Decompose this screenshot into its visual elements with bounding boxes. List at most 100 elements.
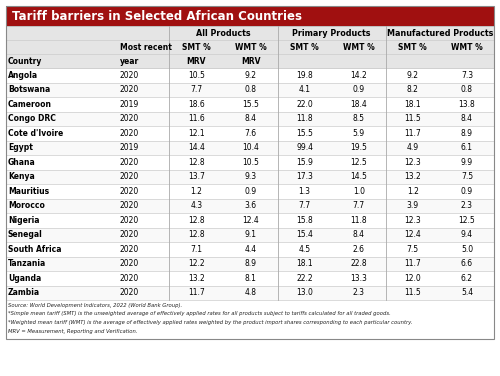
Bar bbox=[6, 227, 494, 242]
Text: WMT %: WMT % bbox=[451, 42, 483, 52]
Text: 2020: 2020 bbox=[120, 216, 139, 225]
Bar bbox=[6, 141, 494, 155]
Bar bbox=[6, 97, 494, 112]
Text: 15.5: 15.5 bbox=[242, 100, 259, 109]
Text: 2020: 2020 bbox=[120, 71, 139, 80]
Bar bbox=[6, 256, 494, 271]
Text: 9.9: 9.9 bbox=[461, 158, 473, 167]
Bar bbox=[6, 6, 494, 339]
Text: 15.9: 15.9 bbox=[296, 158, 313, 167]
Text: 2.3: 2.3 bbox=[353, 288, 365, 297]
Text: 5.4: 5.4 bbox=[461, 288, 473, 297]
Text: Uganda: Uganda bbox=[8, 274, 41, 283]
Text: 1.0: 1.0 bbox=[353, 187, 365, 196]
Text: 9.1: 9.1 bbox=[244, 230, 256, 239]
Text: 11.8: 11.8 bbox=[350, 216, 367, 225]
Text: 4.1: 4.1 bbox=[298, 85, 310, 94]
Text: MRV: MRV bbox=[241, 56, 260, 65]
Bar bbox=[6, 126, 494, 141]
Text: 12.8: 12.8 bbox=[188, 158, 205, 167]
Text: 11.5: 11.5 bbox=[404, 114, 421, 123]
Text: 0.9: 0.9 bbox=[461, 187, 473, 196]
Text: Tariff barriers in Selected African Countries: Tariff barriers in Selected African Coun… bbox=[12, 9, 302, 23]
Text: 10.5: 10.5 bbox=[188, 71, 205, 80]
Text: SMT %: SMT % bbox=[398, 42, 427, 52]
Text: Tanzania: Tanzania bbox=[8, 259, 46, 268]
Text: 9.2: 9.2 bbox=[407, 71, 419, 80]
Text: 2020: 2020 bbox=[120, 274, 139, 283]
Text: 19.5: 19.5 bbox=[350, 143, 367, 152]
Text: 12.5: 12.5 bbox=[458, 216, 475, 225]
Text: 8.4: 8.4 bbox=[244, 114, 256, 123]
Text: 19.8: 19.8 bbox=[296, 71, 313, 80]
Text: 2019: 2019 bbox=[120, 100, 139, 109]
Text: 8.9: 8.9 bbox=[461, 129, 473, 138]
Text: *Weighted mean tariff (WMT) is the average of effectively applied rates weighted: *Weighted mean tariff (WMT) is the avera… bbox=[8, 320, 412, 325]
Text: 14.2: 14.2 bbox=[350, 71, 367, 80]
Text: 4.5: 4.5 bbox=[298, 245, 310, 254]
Text: 7.7: 7.7 bbox=[190, 85, 202, 94]
Text: 12.8: 12.8 bbox=[188, 230, 205, 239]
Text: Nigeria: Nigeria bbox=[8, 216, 40, 225]
Bar bbox=[6, 199, 494, 213]
Text: 4.4: 4.4 bbox=[244, 245, 256, 254]
Text: 7.5: 7.5 bbox=[461, 172, 473, 181]
Text: 0.8: 0.8 bbox=[244, 85, 256, 94]
Text: 7.7: 7.7 bbox=[352, 201, 365, 210]
Text: 22.8: 22.8 bbox=[350, 259, 367, 268]
Text: 8.1: 8.1 bbox=[244, 274, 256, 283]
Text: 11.7: 11.7 bbox=[404, 259, 421, 268]
Text: 11.8: 11.8 bbox=[296, 114, 313, 123]
Text: 7.3: 7.3 bbox=[461, 71, 473, 80]
Text: MRV = Measurement, Reporting and Verification.: MRV = Measurement, Reporting and Verific… bbox=[8, 329, 138, 334]
Text: WMT %: WMT % bbox=[343, 42, 374, 52]
Text: 1.2: 1.2 bbox=[407, 187, 419, 196]
Text: 18.1: 18.1 bbox=[404, 100, 421, 109]
Text: 2020: 2020 bbox=[120, 158, 139, 167]
Text: 4.8: 4.8 bbox=[244, 288, 256, 297]
Text: Country: Country bbox=[8, 56, 42, 65]
Text: 1.2: 1.2 bbox=[190, 187, 202, 196]
Text: 8.9: 8.9 bbox=[244, 259, 256, 268]
Bar bbox=[6, 26, 494, 68]
Text: 8.4: 8.4 bbox=[461, 114, 473, 123]
Text: Ghana: Ghana bbox=[8, 158, 36, 167]
Text: Cote d'Ivoire: Cote d'Ivoire bbox=[8, 129, 63, 138]
Bar bbox=[6, 68, 494, 82]
Text: 17.3: 17.3 bbox=[296, 172, 313, 181]
Text: 13.2: 13.2 bbox=[188, 274, 205, 283]
Bar bbox=[6, 184, 494, 199]
Text: 2020: 2020 bbox=[120, 187, 139, 196]
Text: 9.2: 9.2 bbox=[244, 71, 256, 80]
Text: Manufactured Products: Manufactured Products bbox=[386, 29, 493, 38]
Text: Botswana: Botswana bbox=[8, 85, 50, 94]
Text: Senegal: Senegal bbox=[8, 230, 43, 239]
Text: SMT %: SMT % bbox=[182, 42, 211, 52]
Bar bbox=[6, 271, 494, 285]
Text: 2020: 2020 bbox=[120, 245, 139, 254]
Text: 15.8: 15.8 bbox=[296, 216, 313, 225]
Text: 3.6: 3.6 bbox=[244, 201, 256, 210]
Text: 18.1: 18.1 bbox=[296, 259, 313, 268]
Text: 5.9: 5.9 bbox=[352, 129, 365, 138]
Text: 7.1: 7.1 bbox=[190, 245, 202, 254]
Text: Kenya: Kenya bbox=[8, 172, 35, 181]
Text: 12.2: 12.2 bbox=[188, 259, 205, 268]
Text: 9.3: 9.3 bbox=[244, 172, 256, 181]
Text: WMT %: WMT % bbox=[234, 42, 266, 52]
Text: 4.3: 4.3 bbox=[190, 201, 202, 210]
Text: 6.6: 6.6 bbox=[461, 259, 473, 268]
Text: 7.6: 7.6 bbox=[244, 129, 256, 138]
Bar bbox=[6, 242, 494, 256]
Text: Cameroon: Cameroon bbox=[8, 100, 52, 109]
Text: 13.8: 13.8 bbox=[458, 100, 475, 109]
Text: MRV: MRV bbox=[186, 56, 206, 65]
Text: 12.5: 12.5 bbox=[350, 158, 367, 167]
Text: 13.0: 13.0 bbox=[296, 288, 313, 297]
Bar bbox=[6, 155, 494, 170]
Text: 9.4: 9.4 bbox=[461, 230, 473, 239]
Text: SMT %: SMT % bbox=[290, 42, 319, 52]
Text: Congo DRC: Congo DRC bbox=[8, 114, 56, 123]
Text: 4.9: 4.9 bbox=[407, 143, 419, 152]
Text: 8.2: 8.2 bbox=[407, 85, 419, 94]
